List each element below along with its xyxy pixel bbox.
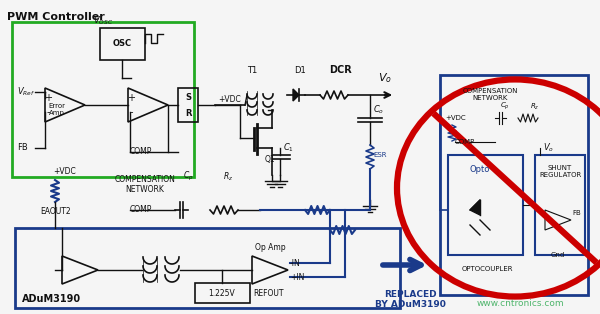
Text: $V_{OSC}$: $V_{OSC}$ (93, 14, 113, 27)
Text: $R_z$: $R_z$ (530, 102, 540, 112)
Text: Gnd: Gnd (551, 252, 565, 258)
Text: www.cntronics.com: www.cntronics.com (476, 299, 564, 308)
Text: REFOUT: REFOUT (253, 289, 284, 297)
Text: $C_1$: $C_1$ (283, 142, 294, 154)
Text: Q1: Q1 (265, 155, 275, 164)
Text: OPTOCOUPLER: OPTOCOUPLER (462, 266, 514, 272)
Text: +: + (44, 93, 52, 103)
Text: $V_o$: $V_o$ (378, 71, 392, 85)
Text: PWM Controller: PWM Controller (7, 12, 105, 22)
Text: FB: FB (572, 210, 581, 216)
Text: COMP: COMP (130, 148, 152, 156)
Text: -: - (129, 107, 133, 117)
Text: DCR: DCR (329, 65, 352, 75)
Text: REPLACED
BY ADuM3190: REPLACED BY ADuM3190 (374, 290, 445, 309)
Text: COMP: COMP (130, 205, 152, 214)
Bar (448, 155, 523, 255)
Bar (535, 155, 585, 255)
Text: $C_p$: $C_p$ (183, 170, 193, 183)
Bar (15, 228, 400, 308)
Text: $R_z$: $R_z$ (223, 171, 233, 183)
Text: SHUNT
REGULATOR: SHUNT REGULATOR (539, 165, 581, 178)
Bar (440, 75, 588, 295)
Polygon shape (470, 200, 480, 215)
Text: D1: D1 (294, 66, 306, 75)
Text: -: - (46, 107, 50, 117)
Text: $C_p$: $C_p$ (500, 100, 510, 112)
Text: -IN: -IN (290, 258, 301, 268)
Text: +: + (127, 93, 135, 103)
Text: FB: FB (17, 143, 28, 153)
Text: T1: T1 (247, 66, 257, 75)
Text: Op Amp: Op Amp (254, 243, 286, 252)
Polygon shape (293, 89, 299, 101)
Text: Error
Amp: Error Amp (49, 104, 65, 116)
Bar (12, 22, 194, 177)
Text: +IN: +IN (290, 273, 304, 281)
Text: OSC: OSC (112, 40, 131, 48)
Bar (178, 88, 198, 122)
Text: +VDC: +VDC (445, 115, 466, 121)
Text: Opto: Opto (470, 165, 490, 174)
Text: +VDC: +VDC (53, 167, 76, 176)
Text: $V_{Ref}$: $V_{Ref}$ (17, 86, 35, 98)
Text: EAOUT2: EAOUT2 (40, 208, 71, 216)
Text: S: S (185, 93, 191, 101)
Text: $C_o$: $C_o$ (373, 104, 384, 116)
Text: $V_o$: $V_o$ (543, 142, 554, 154)
Text: ESR: ESR (373, 152, 386, 158)
Text: +VDC: +VDC (218, 95, 241, 105)
Bar (195, 283, 250, 303)
Text: COMPENSATION
NETWORK: COMPENSATION NETWORK (115, 175, 175, 194)
Text: R: R (185, 109, 191, 117)
Text: ADuM3190: ADuM3190 (22, 294, 81, 304)
Text: COMPENSATION
NETWORK: COMPENSATION NETWORK (462, 88, 518, 101)
Text: COMP: COMP (455, 139, 475, 145)
Text: 1.225V: 1.225V (209, 289, 235, 297)
Bar (100, 28, 145, 60)
